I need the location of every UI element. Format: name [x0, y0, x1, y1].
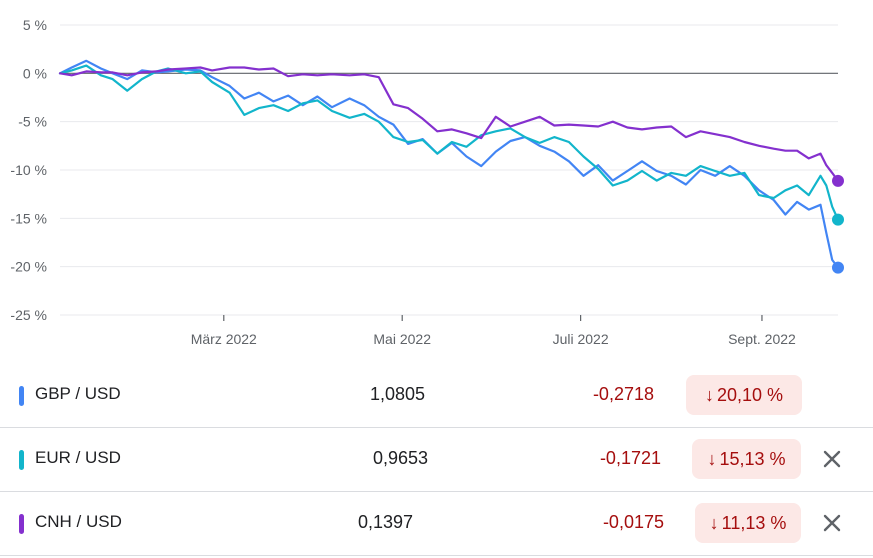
- series-color-swatch: [19, 514, 24, 534]
- y-tick-label: -20 %: [10, 259, 47, 275]
- percent-change-badge: ↓ 15,13 %: [692, 439, 801, 479]
- currency-pair-label: CNH / USD: [35, 512, 122, 531]
- percent-change-value: 15,13 %: [719, 449, 786, 469]
- comparison-line-chart: 5 % 0 % -5 % -10 % -15 % -20 % -25 % März 2022…: [10, 17, 844, 347]
- absolute-change-value: -0,0175: [602, 512, 664, 532]
- exchange-rate-value: 0,1397: [357, 512, 413, 532]
- down-arrow-icon: ↓: [704, 385, 714, 405]
- exchange-rate-value: 0,9653: [372, 448, 428, 468]
- x-tick-label: Juli 2022: [553, 331, 609, 347]
- chart-series: [58, 59, 844, 274]
- percent-change-value: 20,10 %: [716, 385, 784, 405]
- y-tick-label: 0 %: [23, 65, 47, 81]
- down-arrow-icon: ↓: [709, 513, 719, 533]
- y-tick-label: -25 %: [10, 307, 47, 323]
- y-tick-label: 5 %: [23, 17, 47, 33]
- x-axis-ticks: März 2022 Mai 2022 Juli 2022 Sept. 2022: [191, 315, 796, 347]
- y-tick-label: -15 %: [10, 210, 47, 226]
- series-end-point-gbp-usd: [832, 261, 844, 274]
- list-row-cnh-usd[interactable]: CNH / USD 0,1397 -0,0175 ↓ 11,13 %: [0, 492, 873, 556]
- x-tick-label: März 2022: [191, 331, 257, 347]
- absolute-change-value: -0,1721: [599, 448, 661, 468]
- series-end-point-cnh-usd: [832, 174, 844, 187]
- percent-change-badge: ↓ 20,10 %: [686, 375, 802, 415]
- x-tick-label: Mai 2022: [373, 331, 431, 347]
- close-icon[interactable]: [819, 446, 845, 472]
- list-row-gbp-usd[interactable]: GBP / USD 1,0805 -0,2718 ↓ 20,10 %: [0, 364, 873, 428]
- exchange-rate-value: 1,0805: [369, 384, 425, 404]
- currency-pair-label: GBP / USD: [35, 384, 121, 403]
- series-color-swatch: [19, 386, 24, 406]
- down-arrow-icon: ↓: [707, 449, 717, 469]
- percent-change-badge: ↓ 11,13 %: [695, 503, 801, 543]
- series-line-cnh-usd: [58, 66, 840, 182]
- x-tick-label: Sept. 2022: [728, 331, 796, 347]
- currency-comparison-list: GBP / USD 1,0805 -0,2718 ↓ 20,10 % EUR / …: [0, 364, 873, 556]
- absolute-change-value: -0,2718: [592, 384, 654, 404]
- currency-pair-label: EUR / USD: [35, 448, 121, 467]
- series-end-point-eur-usd: [832, 213, 844, 226]
- percent-change-value: 11,13 %: [721, 513, 787, 533]
- y-tick-label: -10 %: [10, 162, 47, 178]
- series-line-eur-usd: [58, 64, 840, 221]
- y-tick-label: -5 %: [18, 114, 47, 130]
- y-axis-ticks: 5 % 0 % -5 % -10 % -15 % -20 % -25 %: [10, 17, 47, 323]
- series-color-swatch: [19, 450, 24, 470]
- series-line-gbp-usd: [58, 59, 840, 269]
- close-icon[interactable]: [819, 510, 845, 536]
- list-row-eur-usd[interactable]: EUR / USD 0,9653 -0,1721 ↓ 15,13 %: [0, 428, 873, 492]
